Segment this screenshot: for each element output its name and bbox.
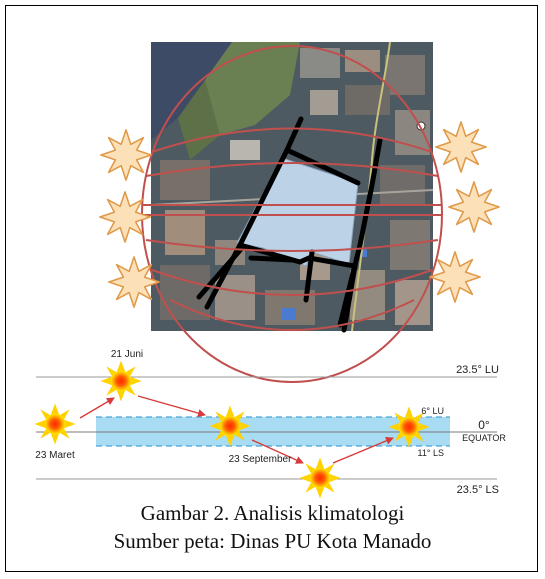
sun-path-arrows	[79, 395, 394, 464]
label-site-north: 6° LU	[421, 406, 444, 416]
label-september: 23 September	[229, 454, 292, 465]
sun-icon-march	[34, 403, 76, 445]
sunburst-icon-left-middle	[99, 191, 151, 243]
sunburst-icon-left-bottom	[108, 256, 160, 308]
sunburst-icon-right-bottom	[429, 251, 481, 303]
figure-source: Sumber peta: Dinas PU Kota Manado	[113, 529, 432, 553]
site-latitude-band	[36, 416, 497, 447]
label-site-south: 11° LS	[418, 448, 444, 458]
label-south-tropic: 23.5° LS	[457, 484, 499, 496]
sunburst-icon-right-middle	[448, 181, 500, 233]
satellite-map	[151, 42, 433, 333]
label-equator: EQUATOR	[462, 433, 506, 443]
sun-icon-september	[209, 405, 251, 447]
sunburst-icon-left-top	[100, 129, 152, 181]
figure-caption: Gambar 2. Analisis klimatologi	[140, 501, 405, 525]
label-north-tropic: 23.5° LU	[456, 364, 499, 376]
sun-icon-june	[100, 360, 142, 402]
label-march: 23 Maret	[35, 450, 75, 461]
sunburst-icon-right-top	[435, 121, 487, 173]
sun-icon-december	[299, 457, 341, 499]
label-equator-degree: 0°	[478, 418, 490, 432]
label-june: 21 Juni	[111, 349, 143, 360]
